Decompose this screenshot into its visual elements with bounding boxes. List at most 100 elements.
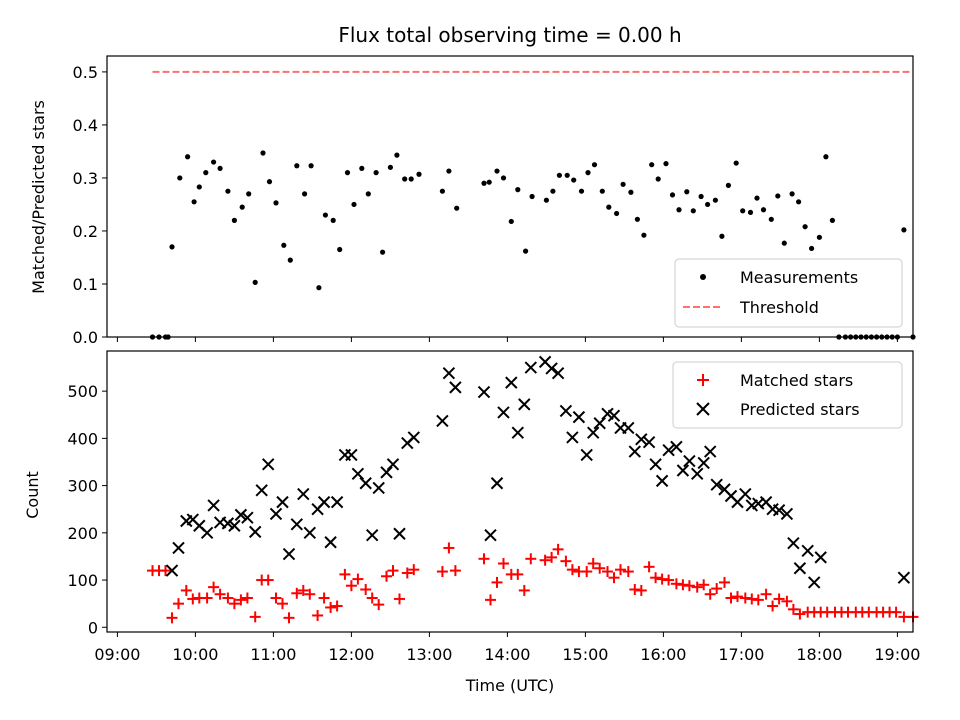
count-panel: Count Time (UTC) 0 100 200 300 400 500 09:00 1… <box>23 350 920 695</box>
matched-star-point <box>602 566 613 578</box>
matched-star-point <box>498 558 509 570</box>
measurement-point <box>273 200 279 206</box>
predicted-star-point <box>248 525 262 539</box>
matched-star-point <box>373 599 385 611</box>
ratio-legend-box <box>674 258 903 328</box>
y-tick-label: 0 <box>88 618 98 637</box>
predicted-star-point <box>505 376 518 389</box>
matched-star-point <box>539 554 551 566</box>
measurement-point <box>196 184 202 190</box>
predicted-star-point <box>662 443 675 457</box>
count-x-axis: 09:00 10:00 11:00 12:00 13:00 14:00 15:00 16:00… <box>94 632 920 664</box>
matched-star-point <box>443 542 455 554</box>
predicted-star-point <box>228 519 241 532</box>
matched-star-point <box>270 592 282 604</box>
predicted-legend-label: Predicted stars <box>740 400 860 419</box>
measurement-point <box>550 188 556 194</box>
measurement-point <box>494 168 500 174</box>
predicted-star-point <box>787 537 800 550</box>
measurement-point <box>641 232 647 238</box>
matched-star-point <box>387 565 399 577</box>
predicted-star-point <box>801 544 814 557</box>
measurement-point <box>649 162 655 168</box>
matched-star-point <box>525 553 537 565</box>
measurement-point <box>733 160 739 166</box>
matched-star-point <box>201 592 213 604</box>
predicted-star-point <box>449 381 462 394</box>
measurement-point <box>217 165 223 171</box>
matched-star-point <box>241 592 253 604</box>
matched-star-point <box>794 608 806 620</box>
measurement-point <box>690 208 696 214</box>
predicted-star-point <box>710 478 723 491</box>
measurement-point <box>712 197 719 203</box>
matched-star-point <box>546 551 558 563</box>
predicted-star-point <box>572 410 586 424</box>
ratio-panel: Flux total observing time = 0.00 h Match… <box>29 23 916 347</box>
matched-star-point <box>615 564 626 576</box>
predicted-star-point <box>580 448 593 462</box>
measurement-point <box>606 204 612 210</box>
predicted-star-point <box>442 366 456 380</box>
measurement-point <box>698 193 704 200</box>
predicted-star-point <box>477 385 491 399</box>
matched-star-point <box>360 583 372 595</box>
measurement-point <box>337 246 343 253</box>
matched-star-point <box>704 588 716 600</box>
measurement-point <box>901 227 907 233</box>
threshold-legend-label: Threshold <box>739 298 819 317</box>
predicted-star-point <box>276 495 289 509</box>
matched-star-point <box>566 564 578 576</box>
x-tick-label: 13:00 <box>406 645 452 664</box>
measurement-point <box>591 162 598 168</box>
measurement-point <box>191 199 197 205</box>
measurement-point <box>571 177 577 183</box>
matched-star-point <box>331 600 343 612</box>
matched-star-point <box>725 592 737 604</box>
y-tick-label: 0.3 <box>73 169 98 188</box>
measurement-point <box>203 170 209 176</box>
x-tick-label: 09:00 <box>94 645 140 664</box>
ratio-legend: Measurements Threshold <box>674 258 903 328</box>
measurement-point <box>809 245 815 252</box>
matched-star-point <box>890 606 902 618</box>
predicted-star-point <box>207 499 220 512</box>
y-tick-label: 0.4 <box>73 116 98 135</box>
measurement-point <box>684 189 690 195</box>
measurement-point <box>446 168 452 174</box>
matched-star-point <box>691 581 703 593</box>
matched-star-point <box>352 573 364 585</box>
measurement-point <box>802 224 808 230</box>
measurement-point <box>760 207 767 213</box>
y-tick-label: 100 <box>67 571 98 590</box>
predicted-star-point <box>607 409 621 422</box>
count-y-axis: 0 100 200 300 400 500 <box>67 382 107 637</box>
predicted-star-point <box>324 536 337 549</box>
ratio-y-axis: 0.0 0.1 0.2 0.3 0.4 0.5 <box>73 63 107 347</box>
matched-star-point <box>478 553 490 565</box>
measurement-point <box>768 216 774 222</box>
matched-star-point <box>325 601 337 613</box>
predicted-star-point <box>683 454 696 468</box>
matched-star-point <box>283 612 295 624</box>
predicted-star-point <box>676 464 690 477</box>
measurement-point <box>796 199 802 205</box>
measurement-point <box>486 179 492 185</box>
predicted-star-point <box>407 431 421 444</box>
matched-star-point <box>698 579 710 591</box>
matched-star-point <box>587 558 599 570</box>
matched-star-point <box>560 555 572 567</box>
matched-star-point <box>767 600 779 612</box>
measurement-point <box>599 188 605 194</box>
matched-star-point <box>711 583 723 595</box>
y-tick-label: 0.0 <box>73 328 98 347</box>
measurement-point <box>564 172 570 178</box>
matched-star-point <box>773 593 785 605</box>
measurement-point <box>634 216 641 222</box>
measurement-point <box>747 209 754 216</box>
measurement-point <box>373 170 379 176</box>
measurement-point <box>252 279 258 285</box>
count-axes-frame <box>106 350 914 633</box>
predicted-star-point <box>436 414 449 428</box>
